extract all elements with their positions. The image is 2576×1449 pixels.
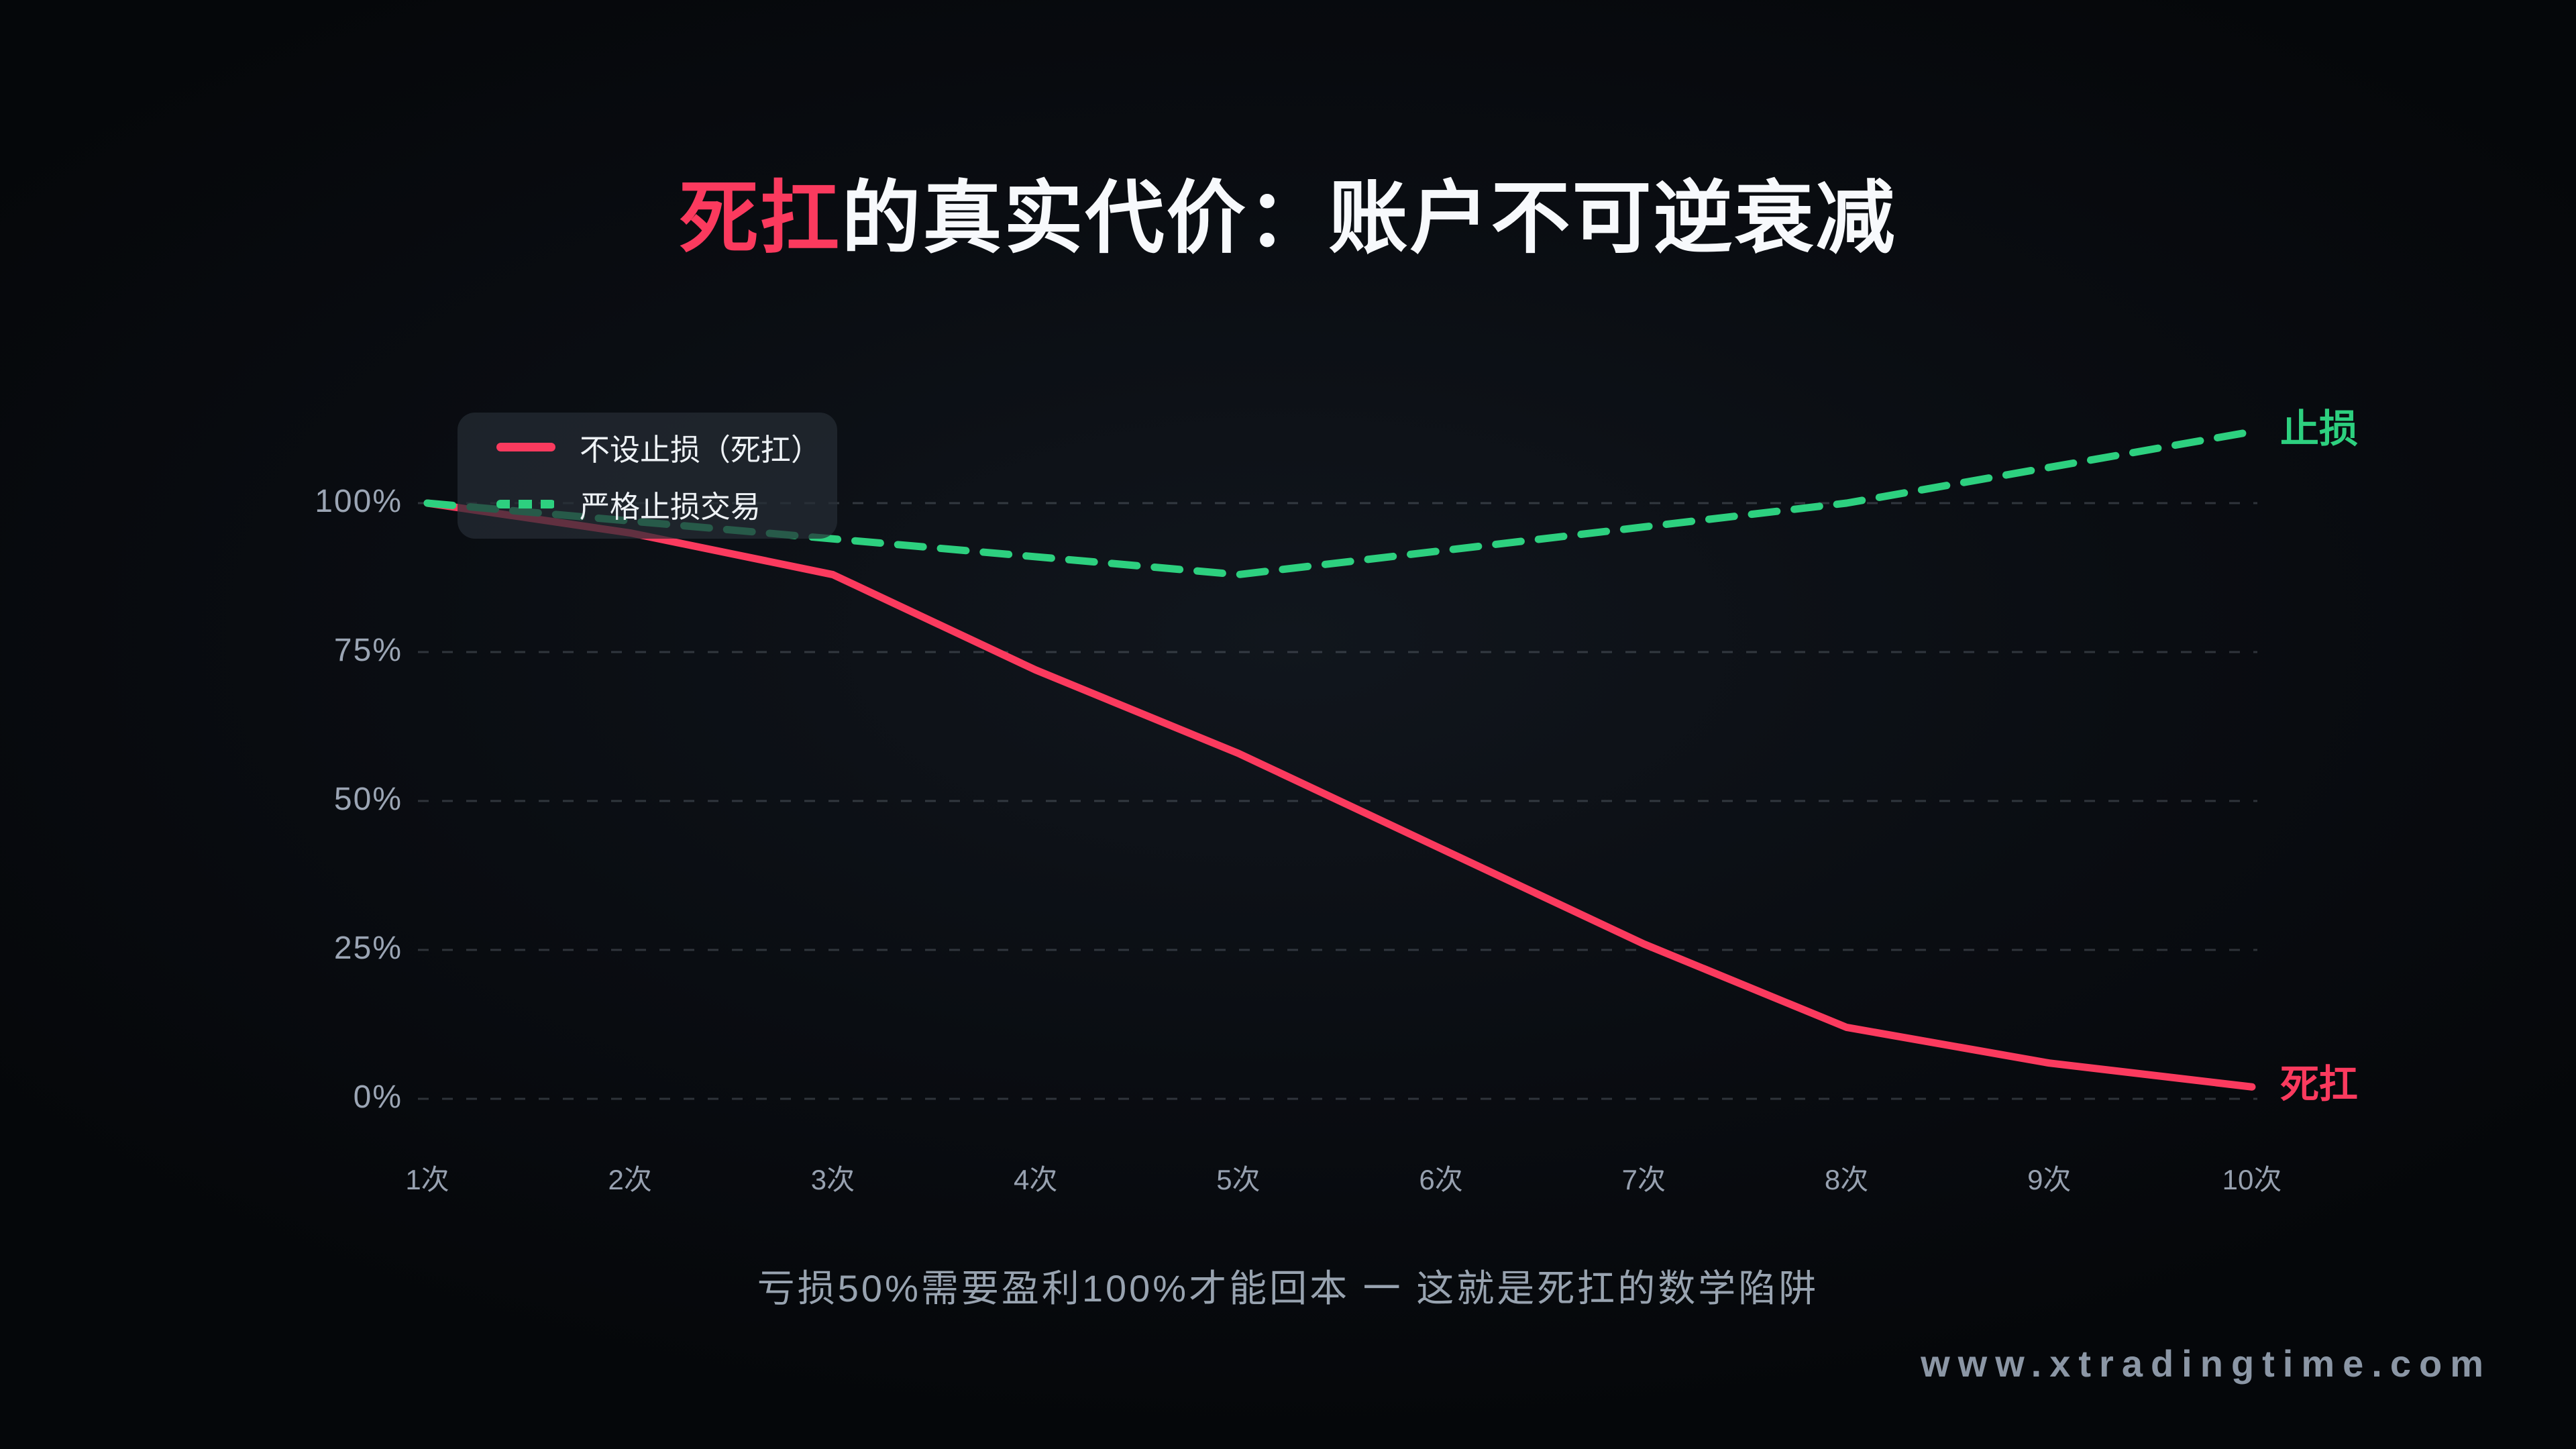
legend-label-no-stoploss: 不设止损（死扛） bbox=[580, 433, 822, 467]
legend-item-no-stoploss: 不设止损（死扛） bbox=[496, 425, 837, 469]
chart-caption: 亏损50%需要盈利100%才能回本 一 这就是死扛的数学陷阱 bbox=[757, 1267, 1819, 1309]
chart-title: 死扛的真实代价：账户不可逆衰减 bbox=[0, 174, 2576, 263]
chart-legend: 不设止损（死扛） 严格止损交易 bbox=[458, 413, 837, 539]
chart-title-highlight: 死扛 bbox=[679, 174, 842, 263]
legend-swatch-solid-pink bbox=[496, 443, 555, 451]
legend-item-strict-stoploss: 严格止损交易 bbox=[496, 482, 837, 526]
series-line-no-stoploss bbox=[423, 499, 2256, 1091]
watermark-url: www.xtradingtime.com bbox=[1921, 1342, 2491, 1385]
chart-title-rest: 的真实代价：账户不可逆衰减 bbox=[841, 174, 1897, 263]
legend-swatch-dashed-green bbox=[496, 500, 555, 508]
legend-label-strict-stoploss: 严格止损交易 bbox=[580, 490, 761, 524]
